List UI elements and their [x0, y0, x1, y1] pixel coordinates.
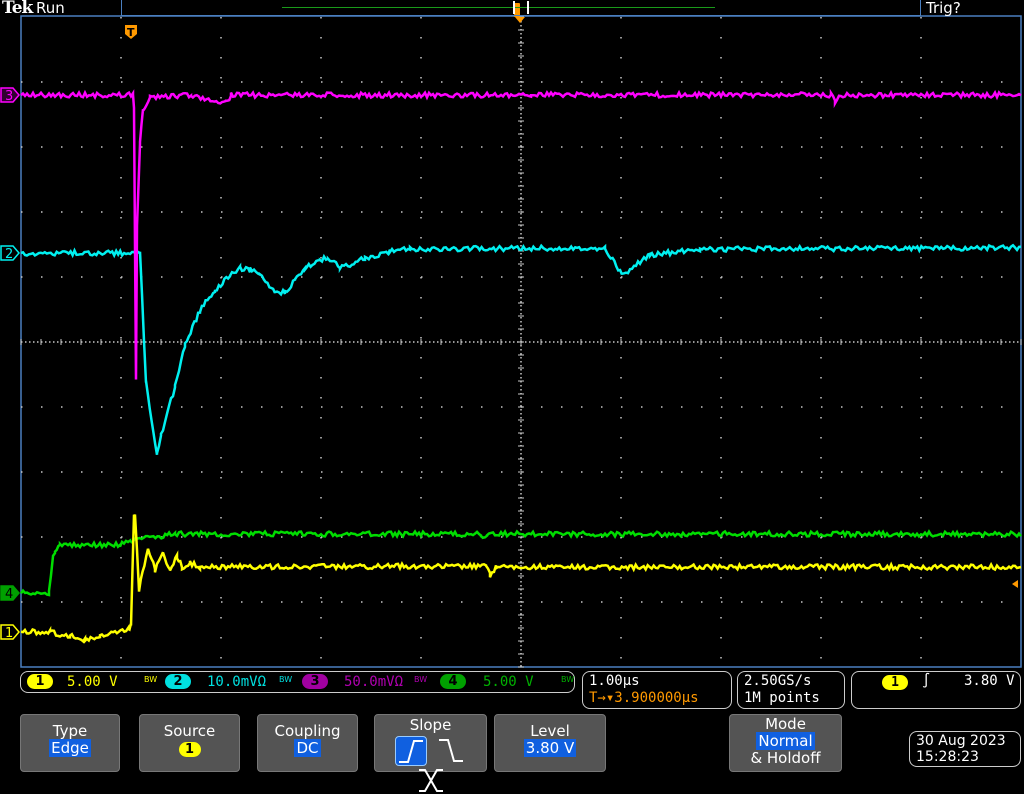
waveform-display: 4 1 2 3 T — [0, 3, 1024, 668]
ch3-badge[interactable]: 3 — [302, 674, 328, 689]
time: 15:28:23 — [916, 749, 979, 765]
coupling-value: DC — [294, 739, 321, 757]
date: 30 Aug 2023 — [916, 733, 1006, 749]
level-value: 3.80 V — [523, 739, 577, 757]
level-label: Level — [530, 722, 570, 740]
source-label: Source — [163, 722, 216, 740]
horizontal-scale: 1.00µs — [589, 673, 640, 689]
ch4-ground-marker: 4 — [0, 585, 20, 602]
ch4-bw-icon: BW — [561, 675, 575, 684]
coupling-label: Coupling — [274, 722, 341, 740]
either-slope-icon[interactable] — [416, 766, 446, 794]
svg-text:1: 1 — [5, 626, 13, 641]
ch4-waveform — [21, 532, 1021, 596]
source-value: 1 — [178, 742, 201, 757]
type-value: Edge — [49, 739, 91, 757]
rising-slope-icon[interactable] — [395, 736, 428, 766]
ch3-scale[interactable]: 50.0mVΩ — [344, 674, 404, 690]
ch2-bw-icon: BW — [279, 675, 293, 684]
ch1-bw-icon: BW — [144, 675, 158, 684]
type-button[interactable]: Type Edge — [20, 714, 120, 772]
ch2-ground-marker: 2 — [0, 245, 20, 262]
mode-value: Normal — [756, 732, 815, 750]
svg-text:2: 2 — [5, 247, 13, 262]
trigger-readout[interactable]: 1 ∫ 3.80 V — [851, 671, 1021, 709]
ch1-waveform — [21, 515, 1021, 642]
horizontal-position-prefix: T→▾ — [589, 690, 615, 706]
svg-text:3: 3 — [5, 89, 13, 104]
trigger-source-badge: 1 — [882, 675, 908, 690]
sample-rate: 2.50GS/s — [744, 673, 812, 689]
date-time: 30 Aug 2023 15:28:23 — [909, 731, 1021, 767]
level-button[interactable]: Level 3.80 V — [494, 714, 606, 772]
trigger-level-marker — [1012, 580, 1018, 588]
slope-button[interactable]: Slope — [374, 714, 487, 792]
ch1-scale[interactable]: 5.00 V — [67, 674, 118, 690]
ch4-scale[interactable]: 5.00 V — [483, 674, 534, 690]
run-state: Run — [36, 0, 65, 17]
trigger-level: 3.80 V — [964, 673, 1015, 689]
ch1-badge[interactable]: 1 — [27, 674, 53, 689]
source-button[interactable]: Source 1 — [139, 714, 240, 772]
rising-edge-icon: ∫ — [922, 673, 931, 689]
ch3-ground-marker: 3 — [0, 87, 20, 104]
horizontal-position: 3.900000µs — [614, 690, 699, 706]
mode-label: Mode — [765, 715, 806, 733]
record-length: 1M points — [744, 690, 820, 706]
slope-label: Slope — [409, 716, 452, 734]
svg-text:4: 4 — [5, 587, 13, 602]
record-trigger-icon — [514, 3, 520, 17]
record-window-bracket — [513, 1, 529, 14]
svg-text:T: T — [127, 26, 135, 39]
trigger-status: Trig? — [926, 0, 961, 17]
trigger-position-marker: T — [125, 25, 137, 39]
acquisition-readout[interactable]: 2.50GS/s 1M points — [737, 671, 845, 709]
tek-logo: Tek — [2, 0, 33, 18]
expansion-point-icon — [515, 17, 525, 23]
ch1-ground-marker: 1 — [0, 624, 20, 641]
mode-sub: & Holdoff — [750, 749, 821, 767]
ch3-bw-icon: BW — [414, 675, 428, 684]
coupling-button[interactable]: Coupling DC — [257, 714, 358, 772]
ch3-waveform — [21, 93, 1021, 380]
ch2-badge[interactable]: 2 — [165, 674, 191, 689]
horizontal-readout[interactable]: 1.00µs T→▾3.900000µs — [582, 671, 732, 709]
channel-readout-bar[interactable]: 1 5.00 V BW 2 10.0mVΩ BW 3 50.0mVΩ BW 4 … — [20, 671, 575, 693]
falling-slope-icon[interactable] — [436, 736, 466, 764]
ch2-waveform — [21, 245, 1021, 454]
record-view-bar[interactable] — [121, 0, 921, 16]
record-window-line — [282, 7, 715, 8]
mode-button[interactable]: Mode Normal & Holdoff — [729, 714, 842, 772]
ch2-scale[interactable]: 10.0mVΩ — [207, 674, 267, 690]
type-label: Type — [52, 722, 88, 740]
ch4-badge[interactable]: 4 — [440, 674, 466, 689]
